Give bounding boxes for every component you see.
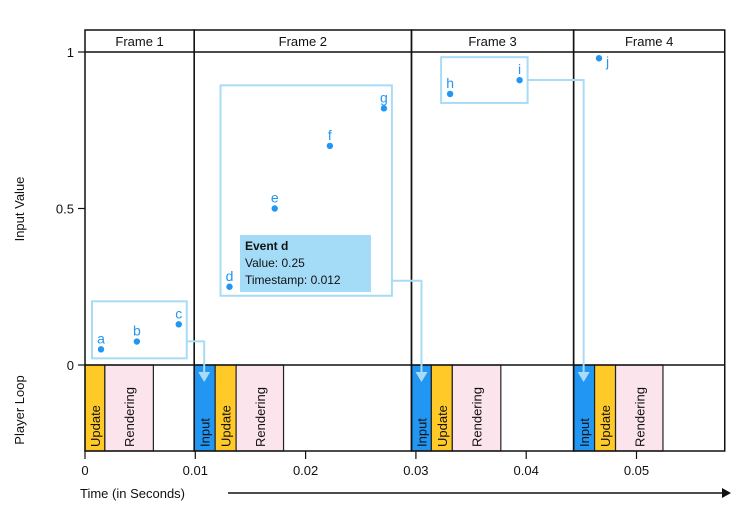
point-label: h <box>446 75 454 91</box>
frame-label: Frame 3 <box>468 34 516 49</box>
frame-4 <box>572 29 726 452</box>
x-tick-label: 0 <box>81 463 88 478</box>
data-point-f <box>326 142 334 150</box>
player-loop-label: Player Loop <box>12 375 27 444</box>
y-tick-label: 0 <box>67 358 74 373</box>
event-group-box <box>440 56 529 104</box>
data-point-h <box>446 90 454 98</box>
loop-block-label: Input <box>198 418 213 447</box>
point-label: e <box>271 190 279 206</box>
data-point-g <box>380 105 388 112</box>
y-tick-label: 1 <box>67 45 74 60</box>
point-label: b <box>133 323 141 339</box>
connector-line <box>527 78 585 373</box>
data-point-i <box>516 76 523 84</box>
loop-block-label: Update <box>435 405 450 447</box>
tooltip-background <box>240 235 371 292</box>
event-group-box <box>219 84 393 297</box>
time-arrow <box>228 488 731 498</box>
x-axis-label: Time (in Seconds) <box>80 486 185 501</box>
data-point-e <box>271 205 278 212</box>
loop-block-label: Update <box>219 405 234 447</box>
x-tick-label: 0.01 <box>183 463 208 478</box>
loop-block-label: Update <box>88 405 103 447</box>
tooltip-title: Event d <box>245 239 288 253</box>
loop-block-label: Update <box>598 405 613 447</box>
loop-block-label: Rendering <box>122 387 137 447</box>
connector-line <box>391 279 423 373</box>
tooltip-timestamp: Timestamp: 0.012 <box>245 273 341 287</box>
y-tick-label: 0.5 <box>56 202 74 217</box>
frame-label: Frame 1 <box>115 34 163 49</box>
data-point-a <box>97 346 105 353</box>
x-tick-label: 0.05 <box>624 463 649 478</box>
event-group-box <box>90 300 188 360</box>
connector-arrow-icon <box>577 372 590 382</box>
loop-block-render <box>451 364 502 452</box>
connector-arrow-icon <box>415 372 428 382</box>
x-tick-label: 0.03 <box>403 463 428 478</box>
frame-label: Frame 2 <box>279 34 327 49</box>
loop-block-label: Rendering <box>632 387 647 447</box>
data-point-d <box>226 283 233 290</box>
point-label: j <box>605 53 609 69</box>
x-tick-label: 0.02 <box>293 463 318 478</box>
connector-line <box>186 340 206 373</box>
point-label: g <box>380 89 388 105</box>
loop-block-label: Input <box>414 418 429 447</box>
loop-block-label: Rendering <box>470 387 485 447</box>
point-label: f <box>328 127 332 143</box>
data-point-b <box>133 338 141 345</box>
frame-label: Frame 4 <box>625 34 673 49</box>
loop-block-label: Rendering <box>253 387 268 447</box>
data-point-c <box>175 321 182 328</box>
loop-block-label: Input <box>577 418 592 447</box>
connector-arrow-icon <box>198 372 211 382</box>
point-label: d <box>226 268 234 284</box>
y-axis-label: Input Value <box>12 177 27 242</box>
data-point-j <box>595 55 603 62</box>
point-label: a <box>97 330 105 346</box>
loop-block-render <box>104 364 154 452</box>
point-label: i <box>518 61 521 77</box>
point-label: c <box>175 305 182 321</box>
x-tick-label: 0.04 <box>514 463 539 478</box>
tooltip-value: Value: 0.25 <box>245 256 305 270</box>
tooltip-event-d: Event d Value: 0.25 Timestamp: 0.012 <box>240 235 371 292</box>
